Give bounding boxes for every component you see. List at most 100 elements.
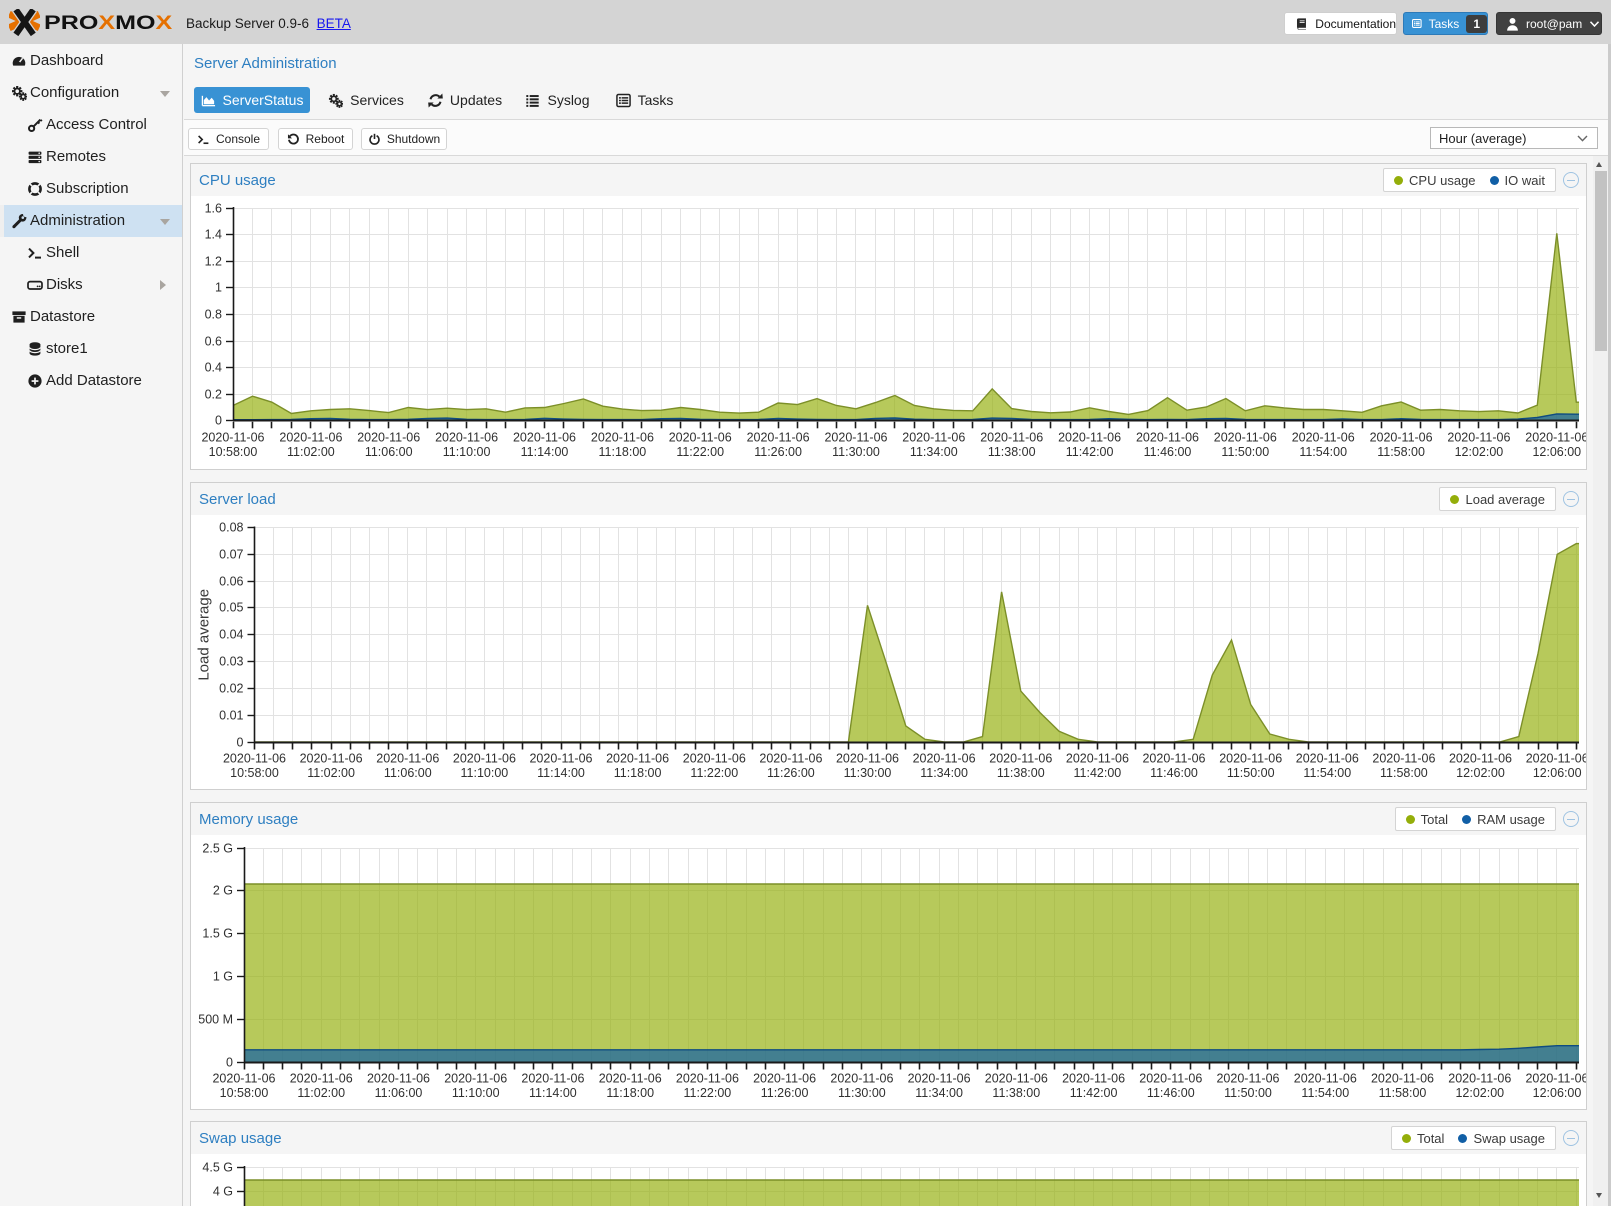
svg-text:2020-11-06: 2020-11-06: [830, 1072, 893, 1086]
svg-text:11:42:00: 11:42:00: [1074, 766, 1122, 780]
svg-text:2020-11-06: 2020-11-06: [1448, 1072, 1511, 1086]
svg-text:11:06:00: 11:06:00: [365, 445, 413, 459]
svg-text:12:06:00: 12:06:00: [1532, 445, 1581, 459]
svg-text:2020-11-06: 2020-11-06: [599, 1072, 662, 1086]
svg-text:2020-11-06: 2020-11-06: [513, 430, 576, 444]
svg-text:2020-11-06: 2020-11-06: [1216, 1072, 1279, 1086]
svg-text:2020-11-06: 2020-11-06: [753, 1072, 816, 1086]
svg-text:2.5 G: 2.5 G: [202, 842, 233, 856]
svg-text:2020-11-06: 2020-11-06: [1214, 430, 1277, 444]
svg-text:2020-11-06: 2020-11-06: [980, 430, 1043, 444]
svg-text:11:58:00: 11:58:00: [1379, 1086, 1427, 1100]
svg-text:12:02:00: 12:02:00: [1455, 1086, 1504, 1100]
svg-text:11:30:00: 11:30:00: [844, 766, 892, 780]
svg-text:11:06:00: 11:06:00: [375, 1086, 423, 1100]
svg-text:12:02:00: 12:02:00: [1456, 766, 1505, 780]
svg-text:2020-11-06: 2020-11-06: [747, 430, 810, 444]
svg-text:11:30:00: 11:30:00: [832, 445, 880, 459]
svg-text:2020-11-06: 2020-11-06: [1136, 430, 1199, 444]
svg-text:11:54:00: 11:54:00: [1301, 1086, 1349, 1100]
svg-text:11:18:00: 11:18:00: [614, 766, 662, 780]
svg-text:2020-11-06: 2020-11-06: [989, 752, 1052, 766]
svg-text:11:22:00: 11:22:00: [676, 445, 724, 459]
svg-text:2020-11-06: 2020-11-06: [1525, 1072, 1586, 1086]
svg-text:2020-11-06: 2020-11-06: [529, 752, 592, 766]
svg-text:11:46:00: 11:46:00: [1147, 1086, 1195, 1100]
svg-text:0.02: 0.02: [219, 682, 243, 696]
svg-text:2020-11-06: 2020-11-06: [1294, 1072, 1357, 1086]
svg-text:2020-11-06: 2020-11-06: [591, 430, 654, 444]
svg-text:2020-11-06: 2020-11-06: [521, 1072, 584, 1086]
svg-text:2020-11-06: 2020-11-06: [902, 430, 965, 444]
svg-text:1.6: 1.6: [205, 202, 222, 216]
svg-text:2020-11-06: 2020-11-06: [1372, 752, 1435, 766]
svg-text:0: 0: [226, 1056, 233, 1070]
svg-text:2020-11-06: 2020-11-06: [676, 1072, 739, 1086]
svg-text:2020-11-06: 2020-11-06: [824, 430, 887, 444]
svg-text:10:58:00: 10:58:00: [230, 766, 279, 780]
svg-text:2020-11-06: 2020-11-06: [836, 752, 899, 766]
svg-text:12:02:00: 12:02:00: [1455, 445, 1504, 459]
svg-text:1.5 G: 1.5 G: [202, 927, 233, 941]
svg-text:2020-11-06: 2020-11-06: [1371, 1072, 1434, 1086]
svg-text:11:10:00: 11:10:00: [461, 766, 509, 780]
svg-text:11:34:00: 11:34:00: [910, 445, 958, 459]
svg-text:11:38:00: 11:38:00: [997, 766, 1045, 780]
svg-text:2020-11-06: 2020-11-06: [669, 430, 732, 444]
svg-text:1.2: 1.2: [205, 255, 222, 269]
svg-text:11:54:00: 11:54:00: [1303, 766, 1351, 780]
svg-text:11:26:00: 11:26:00: [761, 1086, 809, 1100]
svg-text:0.04: 0.04: [219, 628, 243, 642]
svg-text:0.06: 0.06: [219, 575, 243, 589]
svg-text:2020-11-06: 2020-11-06: [1058, 430, 1121, 444]
svg-text:11:50:00: 11:50:00: [1227, 766, 1275, 780]
svg-text:2020-11-06: 2020-11-06: [1526, 752, 1586, 766]
svg-text:2020-11-06: 2020-11-06: [1139, 1072, 1202, 1086]
svg-text:0.05: 0.05: [219, 601, 243, 615]
svg-text:11:02:00: 11:02:00: [297, 1086, 345, 1100]
svg-text:0.8: 0.8: [205, 308, 222, 322]
svg-text:0.6: 0.6: [205, 335, 222, 349]
svg-text:0.08: 0.08: [219, 521, 243, 535]
svg-text:11:18:00: 11:18:00: [599, 445, 647, 459]
svg-text:1: 1: [215, 281, 222, 295]
svg-text:0: 0: [215, 414, 222, 428]
svg-text:12:06:00: 12:06:00: [1533, 766, 1582, 780]
svg-text:0.07: 0.07: [219, 548, 243, 562]
svg-text:11:42:00: 11:42:00: [1070, 1086, 1118, 1100]
svg-text:2020-11-06: 2020-11-06: [1447, 430, 1510, 444]
svg-text:10:58:00: 10:58:00: [220, 1086, 269, 1100]
svg-text:2020-11-06: 2020-11-06: [1062, 1072, 1125, 1086]
svg-text:4 G: 4 G: [213, 1185, 233, 1199]
svg-text:11:02:00: 11:02:00: [287, 445, 335, 459]
svg-text:12:06:00: 12:06:00: [1533, 1086, 1582, 1100]
svg-text:11:02:00: 11:02:00: [307, 766, 355, 780]
svg-text:11:58:00: 11:58:00: [1377, 445, 1425, 459]
svg-text:11:34:00: 11:34:00: [915, 1086, 963, 1100]
svg-text:2020-11-06: 2020-11-06: [606, 752, 669, 766]
svg-text:2020-11-06: 2020-11-06: [300, 752, 363, 766]
svg-text:2020-11-06: 2020-11-06: [376, 752, 439, 766]
svg-text:2020-11-06: 2020-11-06: [367, 1072, 430, 1086]
svg-text:2020-11-06: 2020-11-06: [908, 1072, 971, 1086]
svg-text:0: 0: [237, 736, 244, 750]
svg-text:11:14:00: 11:14:00: [529, 1086, 577, 1100]
svg-text:2020-11-06: 2020-11-06: [453, 752, 516, 766]
svg-text:2020-11-06: 2020-11-06: [1219, 752, 1282, 766]
svg-text:2020-11-06: 2020-11-06: [1292, 430, 1355, 444]
svg-text:2020-11-06: 2020-11-06: [759, 752, 822, 766]
svg-text:2020-11-06: 2020-11-06: [444, 1072, 507, 1086]
svg-text:11:06:00: 11:06:00: [384, 766, 432, 780]
svg-text:Load average: Load average: [196, 589, 213, 681]
svg-text:2020-11-06: 2020-11-06: [913, 752, 976, 766]
svg-text:2020-11-06: 2020-11-06: [201, 430, 264, 444]
svg-text:2 G: 2 G: [213, 884, 233, 898]
svg-text:11:38:00: 11:38:00: [992, 1086, 1040, 1100]
svg-text:0.4: 0.4: [205, 361, 222, 375]
svg-text:11:14:00: 11:14:00: [521, 445, 569, 459]
svg-text:11:30:00: 11:30:00: [838, 1086, 886, 1100]
svg-text:11:22:00: 11:22:00: [690, 766, 738, 780]
svg-text:11:38:00: 11:38:00: [988, 445, 1036, 459]
svg-text:11:18:00: 11:18:00: [606, 1086, 654, 1100]
svg-text:11:10:00: 11:10:00: [452, 1086, 500, 1100]
